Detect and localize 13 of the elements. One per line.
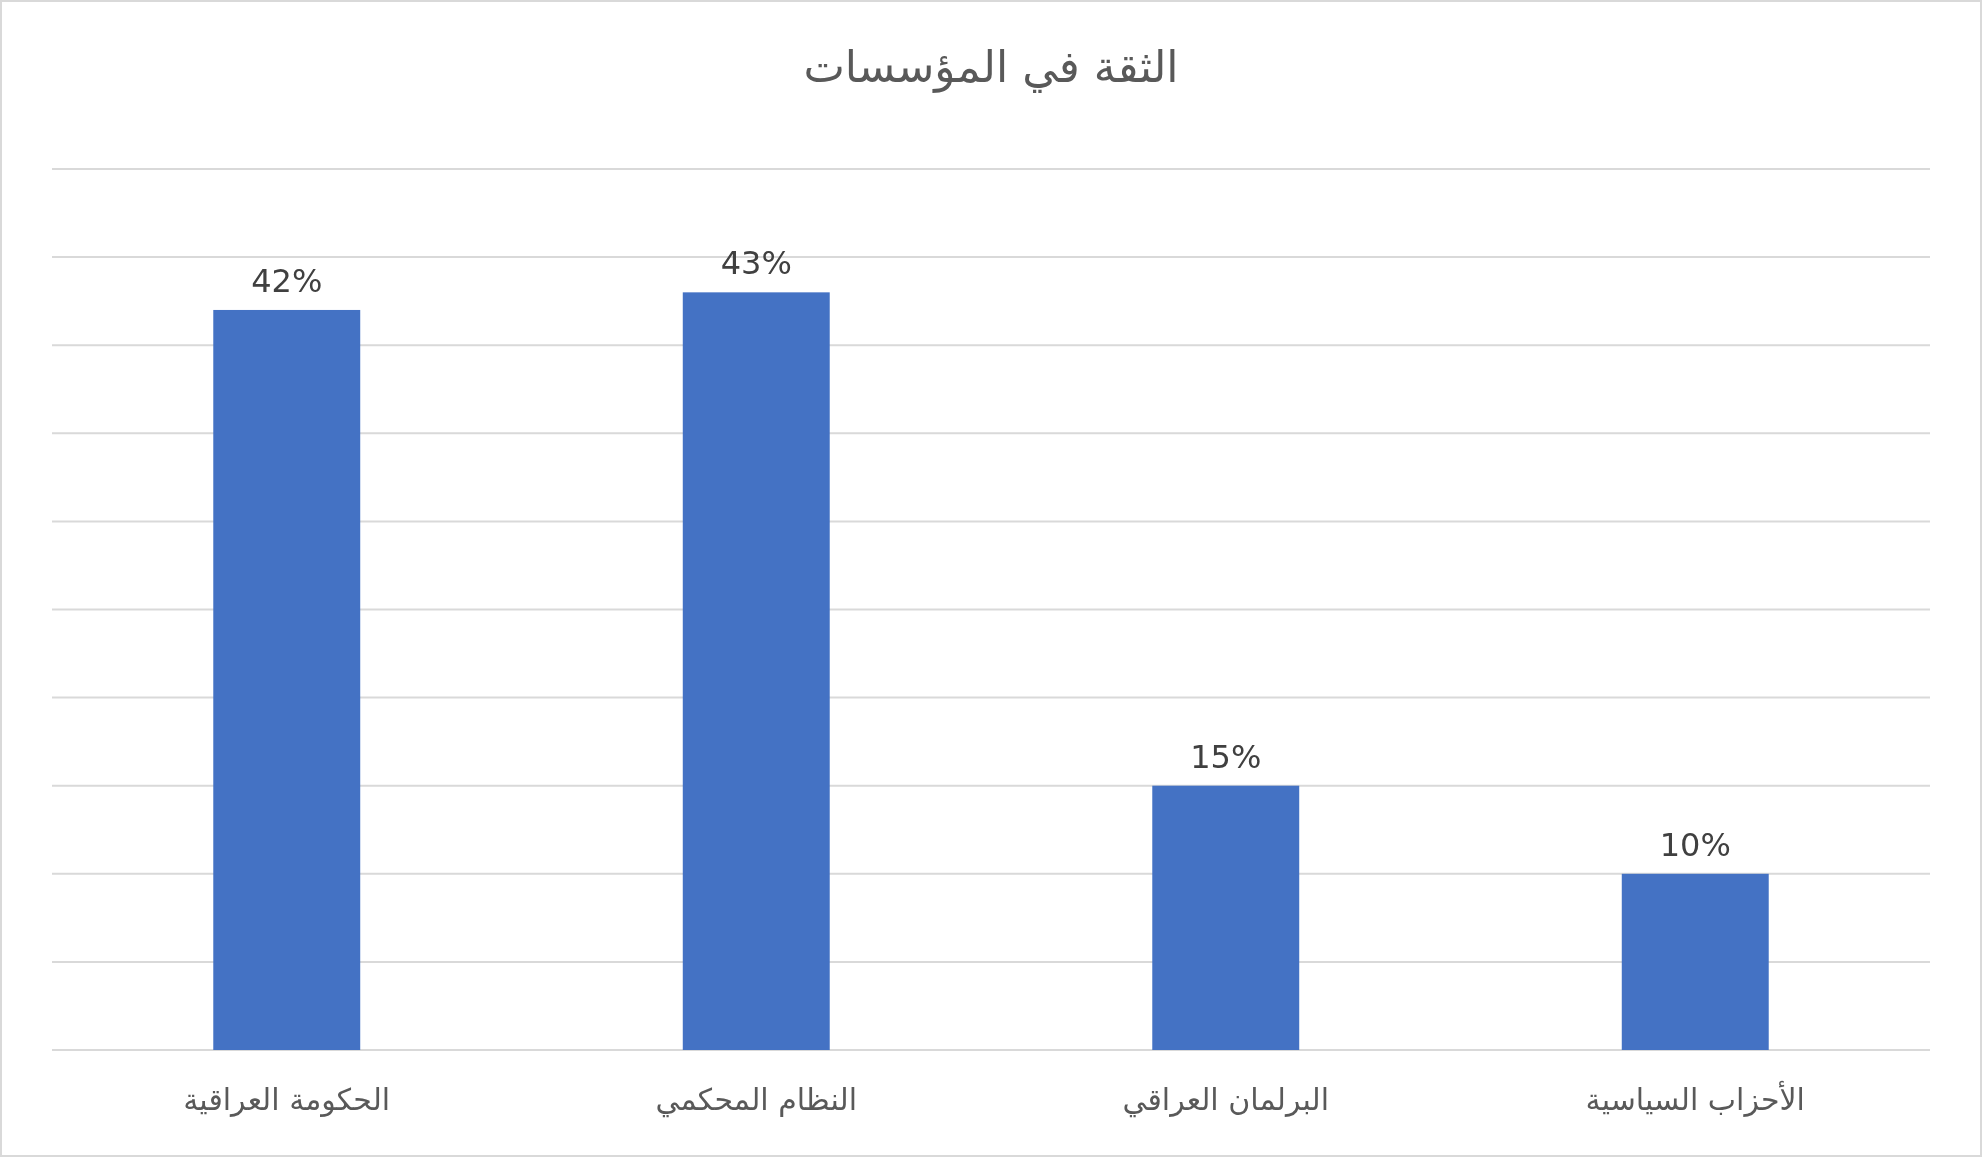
x-tick-label: البرلمان العراقي xyxy=(1122,1082,1329,1118)
x-tick-label: الأحزاب السياسية xyxy=(1585,1080,1805,1117)
data-label: 10% xyxy=(1659,825,1731,864)
data-label: 43% xyxy=(720,244,792,283)
chart-title: الثقة في المؤسسات xyxy=(803,41,1179,93)
data-label: 42% xyxy=(251,261,323,300)
bar xyxy=(1152,785,1300,1050)
bar xyxy=(213,309,361,1050)
bar xyxy=(682,292,830,1050)
data-label: 15% xyxy=(1190,737,1262,776)
x-tick-label: النظام المحكمي xyxy=(655,1082,857,1118)
bar xyxy=(1621,873,1769,1050)
x-tick-label: الحكومة العراقية xyxy=(183,1082,391,1117)
